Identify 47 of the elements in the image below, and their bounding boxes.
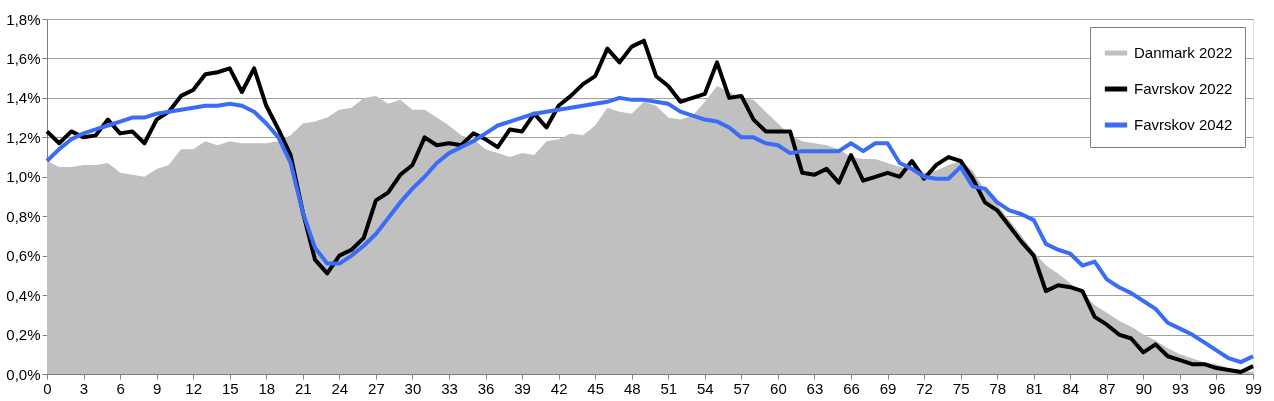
x-tick-label: 48 [623, 379, 641, 397]
x-tick-label: 18 [258, 379, 276, 397]
y-tick-label: 1,8% [6, 10, 41, 28]
x-tick-label: 3 [79, 379, 89, 397]
y-tick-label: 1,4% [6, 89, 41, 107]
y-tick-label: 0,0% [6, 365, 41, 383]
x-tick-label: 45 [587, 379, 605, 397]
x-tick-label: 42 [550, 379, 568, 397]
x-tick-label: 27 [368, 379, 385, 397]
y-tick-label: 0,8% [6, 207, 41, 225]
x-tick-label: 99 [1245, 379, 1262, 397]
legend-label: Favrskov 2022 [1134, 80, 1233, 97]
x-tick-label: 60 [770, 379, 787, 397]
x-tick-label: 9 [152, 379, 162, 397]
legend-label: Danmark 2022 [1134, 44, 1233, 61]
x-tick-label: 21 [294, 379, 312, 397]
x-tick-label: 78 [989, 379, 1007, 397]
x-tick-label: 30 [404, 379, 422, 397]
x-tick-label: 12 [185, 379, 203, 397]
x-tick-label: 6 [116, 379, 125, 397]
x-tick-label: 39 [514, 379, 531, 397]
x-tick-label: 87 [1098, 379, 1116, 397]
y-tick-label: 0,4% [6, 286, 41, 304]
y-tick-label: 1,6% [6, 49, 41, 67]
x-tick-label: 51 [660, 379, 678, 397]
x-tick-label: 81 [1025, 379, 1043, 397]
x-tick-label: 57 [733, 379, 751, 397]
y-tick-label: 0,6% [6, 247, 41, 265]
x-tick-label: 63 [806, 379, 824, 397]
y-tick-label: 1,2% [6, 128, 41, 146]
y-tick-label: 1,0% [6, 168, 41, 186]
x-tick-label: 36 [477, 379, 495, 397]
x-tick-label: 24 [331, 379, 349, 397]
legend-label: Favrskov 2042 [1134, 116, 1233, 133]
x-tick-label: 96 [1208, 379, 1226, 397]
x-tick-label: 54 [696, 379, 714, 397]
x-tick-label: 84 [1062, 379, 1080, 397]
x-tick-label: 66 [843, 379, 860, 397]
x-tick-label: 75 [952, 379, 970, 397]
y-tick-label: 0,2% [6, 326, 41, 344]
x-tick-label: 90 [1135, 379, 1153, 397]
x-tick-label: 15 [221, 379, 239, 397]
x-tick-label: 0 [43, 379, 52, 397]
x-tick-label: 72 [916, 379, 933, 397]
x-tick-label: 93 [1172, 379, 1189, 397]
x-tick-label: 69 [879, 379, 897, 397]
x-tick-label: 33 [441, 379, 458, 397]
